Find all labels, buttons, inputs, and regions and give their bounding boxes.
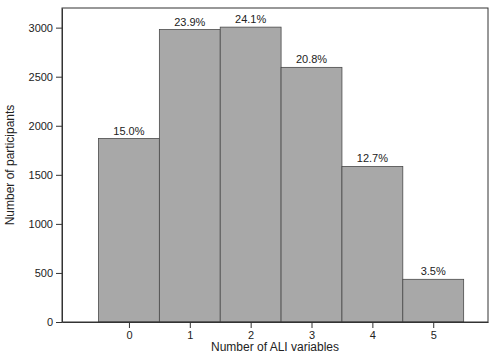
plot-frame xyxy=(62,8,488,322)
tick-label: 1000 xyxy=(29,218,53,230)
x-axis: 0 1 2 3 4 5 xyxy=(63,322,489,341)
tick-label: 1500 xyxy=(29,169,53,181)
tick-mark xyxy=(190,322,191,328)
tick: 4 xyxy=(370,322,376,341)
tick-label: 3 xyxy=(309,329,315,341)
tick-mark xyxy=(372,322,373,328)
tick-mark xyxy=(129,322,130,328)
tick-mark xyxy=(56,322,62,323)
tick-label: 4 xyxy=(370,329,376,341)
tick: 2500 xyxy=(29,71,62,83)
bar xyxy=(403,279,464,322)
tick-label: 500 xyxy=(35,267,53,279)
tick-mark xyxy=(56,28,62,29)
data-label: 24.1% xyxy=(235,13,266,25)
tick: 2 xyxy=(248,322,254,341)
tick: 500 xyxy=(35,267,62,279)
tick: 0 xyxy=(47,316,62,328)
bar xyxy=(99,139,160,322)
bar xyxy=(342,166,403,322)
tick: 5 xyxy=(431,322,437,341)
axis-line xyxy=(62,9,63,323)
tick-label: 1 xyxy=(187,329,193,341)
tick: 2000 xyxy=(29,120,62,132)
tick-mark xyxy=(433,322,434,328)
data-label: 12.7% xyxy=(357,152,388,164)
tick: 1 xyxy=(187,322,193,341)
x-axis-title: Number of ALI variables xyxy=(211,340,339,354)
data-labels: 15.0% 23.9% 24.1% 20.8% 12.7% 3.5% xyxy=(113,13,446,277)
tick-mark xyxy=(56,175,62,176)
tick: 3000 xyxy=(29,22,62,34)
tick-mark xyxy=(56,273,62,274)
tick-mark xyxy=(56,77,62,78)
axis-line xyxy=(63,322,489,323)
tick-label: 0 xyxy=(126,329,132,341)
tick: 1500 xyxy=(29,169,62,181)
tick-label: 2000 xyxy=(29,120,53,132)
bar xyxy=(159,30,220,322)
tick-label: 3000 xyxy=(29,22,53,34)
tick-mark xyxy=(312,322,313,328)
tick: 0 xyxy=(126,322,132,341)
tick-mark xyxy=(56,224,62,225)
tick: 3 xyxy=(309,322,315,341)
tick-mark xyxy=(56,126,62,127)
bar xyxy=(220,27,281,322)
tick: 1000 xyxy=(29,218,62,230)
plot: 15.0% 23.9% 24.1% 20.8% 12.7% 3.5% 0 1 2 3 4 5 0 500 1… xyxy=(29,8,489,341)
tick-label: 5 xyxy=(431,329,437,341)
y-axis: 0 500 1000 1500 2000 2500 3000 xyxy=(29,9,63,329)
data-label: 20.8% xyxy=(296,53,327,65)
y-axis-title: Number of participants xyxy=(3,105,17,226)
chart: 15.0% 23.9% 24.1% 20.8% 12.7% 3.5% 0 1 2 3 4 5 0 500 1… xyxy=(0,0,500,355)
data-label: 3.5% xyxy=(421,265,446,277)
bars xyxy=(99,27,464,322)
data-label: 15.0% xyxy=(113,125,144,137)
tick-label: 2 xyxy=(248,329,254,341)
tick-label: 2500 xyxy=(29,71,53,83)
bar xyxy=(281,67,342,322)
tick-label: 0 xyxy=(47,316,53,328)
tick-mark xyxy=(251,322,252,328)
data-label: 23.9% xyxy=(174,16,205,28)
